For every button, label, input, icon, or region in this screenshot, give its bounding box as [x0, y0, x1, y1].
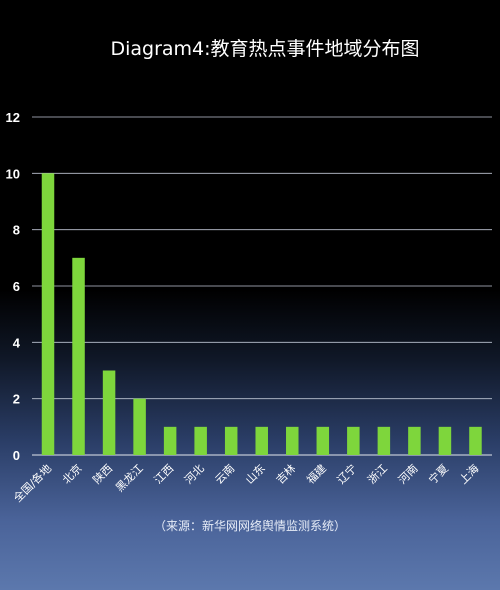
bar-9: [286, 426, 299, 455]
y-tick-label: 8: [13, 223, 20, 238]
y-tick-label: 12: [6, 110, 20, 125]
x-tick-label: 山东: [243, 462, 268, 487]
bar-6: [194, 426, 207, 455]
y-tick-label: 2: [13, 392, 20, 407]
x-tick-label: 河北: [182, 462, 207, 487]
bar-8: [255, 426, 268, 455]
x-tick-label: 陕西: [90, 461, 115, 486]
chart-title: Diagram4:教育热点事件地域分布图: [110, 38, 420, 60]
x-tick-label: 福建: [303, 461, 328, 486]
bar-10: [316, 426, 330, 455]
x-tick-label: 宁夏: [426, 461, 451, 486]
x-tick-label: 辽宁: [334, 461, 359, 486]
y-tick-label: 0: [13, 448, 20, 463]
bar-2: [72, 257, 85, 455]
y-tick-label: 10: [6, 166, 20, 181]
x-tick-label: 江西: [152, 462, 177, 487]
x-tick-label: 云南: [213, 462, 238, 487]
bar-1: [41, 173, 55, 456]
y-tick-label: 4: [13, 335, 21, 350]
x-tick-label: 上海: [456, 461, 481, 486]
bar-13: [408, 426, 421, 455]
y-tick-label: 6: [13, 279, 20, 294]
x-tick-label: 河南: [396, 462, 421, 487]
bar-4: [133, 398, 146, 455]
source-note: （来源：新华网网络舆情监测系统）: [153, 519, 346, 533]
x-tick-label: 浙江: [365, 462, 390, 487]
bar-15: [469, 426, 482, 455]
bar-3: [102, 370, 116, 455]
x-tick-label: 黑龙江: [113, 462, 146, 495]
bar-11: [347, 426, 360, 455]
bar-5: [163, 426, 177, 455]
bar-14: [438, 426, 452, 455]
x-tick-label: 全国/各地: [10, 461, 54, 505]
x-tick-label: 北京: [59, 461, 84, 486]
bar-7: [224, 426, 238, 455]
x-tick-label: 吉林: [273, 461, 298, 486]
bar-12: [377, 426, 391, 455]
